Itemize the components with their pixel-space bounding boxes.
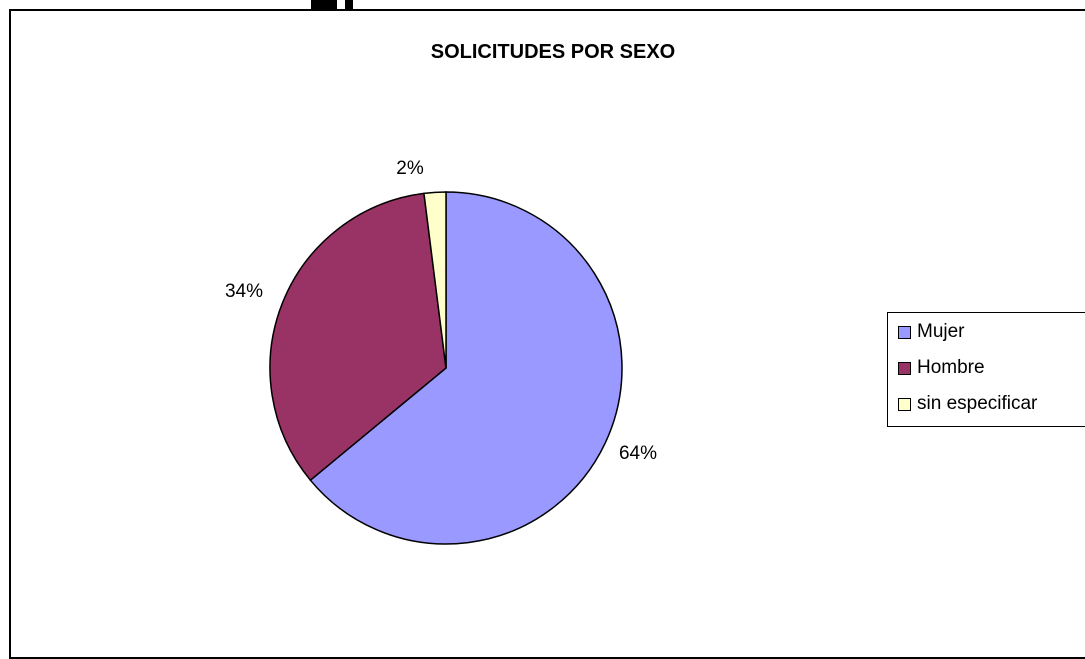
chart-title: SOLICITUDES POR SEXO <box>431 41 675 63</box>
pie-data-labels: 64% 34% 2% <box>225 158 657 464</box>
legend-item-sin-especificar: sin especificar <box>898 393 1037 415</box>
legend-swatch-sin-especificar <box>898 397 911 411</box>
cut-off-heading-fragment <box>311 0 431 17</box>
legend-swatch-mujer <box>898 325 911 339</box>
legend: Mujer Hombre sin especificar <box>887 312 1085 427</box>
legend-label-mujer: Mujer <box>917 321 965 342</box>
pie-slice-hombre <box>269 192 447 482</box>
data-label-mujer: 64% <box>619 443 657 464</box>
legend-label-sin-especificar: sin especificar <box>917 393 1038 414</box>
data-label-sin-especificar: 2% <box>396 158 424 179</box>
legend-item-mujer: Mujer <box>898 321 965 343</box>
legend-label-hombre: Hombre <box>917 357 985 378</box>
pie-slice-sin-especificar <box>423 191 447 369</box>
pie-slices <box>269 191 623 545</box>
pie-slice-mujer <box>309 191 623 545</box>
legend-swatch-hombre <box>898 361 911 375</box>
data-label-hombre: 34% <box>225 281 263 302</box>
pie-chart: SOLICITUDES POR SEXO 64% 34% 2% <box>225 41 675 545</box>
legend-item-hombre: Hombre <box>898 357 985 379</box>
